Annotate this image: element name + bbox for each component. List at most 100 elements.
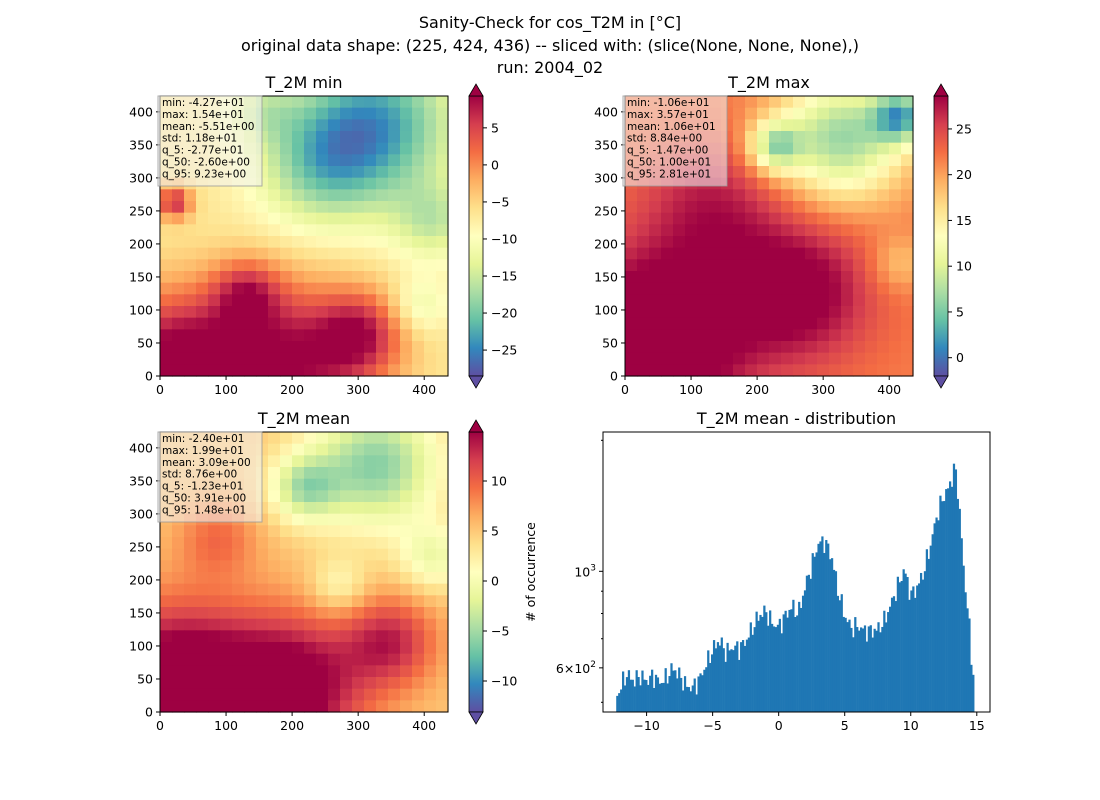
heatmap-cell — [889, 236, 902, 249]
heatmap-cell — [709, 259, 722, 272]
heatmap-cell — [172, 537, 185, 550]
heatmap-cell — [424, 560, 437, 573]
heatmap-cell — [697, 352, 710, 365]
heatmap-cell — [436, 630, 449, 643]
histogram-bars — [616, 463, 975, 712]
heatmap-cell — [256, 595, 269, 608]
heatmap-cell — [280, 329, 293, 342]
heatmap-cell — [805, 177, 818, 190]
heatmap-cell — [256, 583, 269, 596]
heatmap-cell — [232, 665, 245, 678]
heatmap-cell — [352, 294, 365, 307]
heatmap-cell — [817, 201, 830, 214]
heatmap-cell — [769, 317, 782, 330]
heatmap-cell — [733, 154, 746, 167]
heatmap-cell — [328, 224, 341, 237]
y-tick-label: 300 — [594, 170, 618, 185]
heatmap-cell — [400, 352, 413, 365]
heatmap-cell — [781, 96, 794, 109]
heatmap-cell — [160, 352, 173, 365]
histogram-bar — [740, 642, 743, 712]
heatmap-cell — [316, 432, 329, 445]
heatmap-cell — [256, 677, 269, 690]
heatmap-cell — [304, 236, 317, 249]
heatmap-cell — [280, 352, 293, 365]
heatmap-cell — [364, 688, 377, 701]
heatmap-cell — [424, 677, 437, 690]
heatmap-cell — [829, 352, 842, 365]
heatmap-cell — [304, 119, 317, 132]
histogram-bar — [887, 612, 890, 712]
histogram-bar — [956, 498, 959, 712]
heatmap-cell — [745, 247, 758, 260]
heatmap-cell — [208, 642, 221, 655]
heatmap-cell — [436, 201, 449, 214]
heatmap-cell — [304, 177, 317, 190]
heatmap-cell — [769, 236, 782, 249]
heatmap-cell — [316, 572, 329, 585]
heatmap-cell — [316, 513, 329, 526]
histogram-bar — [848, 619, 851, 712]
heatmap-cell — [364, 352, 377, 365]
heatmap-cell — [436, 154, 449, 167]
heatmap-cell — [424, 294, 437, 307]
heatmap-cell — [400, 154, 413, 167]
heatmap-cell — [853, 201, 866, 214]
heatmap-cell — [673, 271, 686, 284]
heatmap-cell — [841, 154, 854, 167]
x-tick-label: −5 — [703, 718, 721, 733]
colorbar-extend-min — [468, 375, 484, 389]
heatmap-cell — [292, 490, 305, 503]
heatmap-cell — [388, 212, 401, 225]
heatmap-cell — [889, 364, 902, 377]
heatmap-cell — [340, 294, 353, 307]
heatmap-cell — [232, 572, 245, 585]
heatmap-cell — [244, 294, 257, 307]
heatmap-cell — [172, 607, 185, 620]
heatmap-cell — [733, 329, 746, 342]
heatmap-cell — [268, 618, 281, 631]
heatmap-cell — [268, 189, 281, 202]
heatmap-cell — [364, 247, 377, 260]
heatmap-cell — [160, 317, 173, 330]
histogram-bar — [894, 601, 898, 712]
heatmap-cell — [769, 224, 782, 237]
heatmap-cell — [649, 201, 662, 214]
heatmap-cell — [160, 189, 173, 202]
histogram-bar — [811, 553, 814, 712]
heatmap-cell — [220, 688, 233, 701]
heatmap-cell — [400, 142, 413, 155]
heatmap-cell — [364, 107, 377, 120]
heatmap-cell — [376, 142, 389, 155]
histogram-bar — [759, 614, 762, 712]
heatmap-cell — [637, 236, 650, 249]
heatmap-cell — [877, 271, 890, 284]
heatmap-cell — [304, 317, 317, 330]
heatmap-cell — [340, 142, 353, 155]
heatmap-cell — [685, 352, 698, 365]
heatmap-cell — [280, 688, 293, 701]
heatmap-cell — [184, 572, 197, 585]
heatmap-cell — [424, 665, 437, 678]
histogram-bar — [829, 559, 832, 712]
heatmap-cell — [364, 665, 377, 678]
heatmap-cell — [328, 96, 341, 109]
heatmap-cell — [292, 443, 305, 456]
figure-title-line-1: Sanity-Check for cos_T2M in [°C] — [419, 13, 681, 33]
heatmap-cell — [436, 490, 449, 503]
heatmap-cell — [376, 642, 389, 655]
heatmap-cell — [352, 595, 365, 608]
heatmap-cell — [805, 154, 818, 167]
heatmap-cell — [184, 247, 197, 260]
heatmap-cell — [793, 177, 806, 190]
heatmap-cell — [865, 131, 878, 144]
heatmap-cell — [328, 341, 341, 354]
heatmap-cell — [661, 247, 674, 260]
heatmap-cell — [709, 306, 722, 319]
colorbar-tick-label: 10 — [491, 474, 507, 489]
heatmap-cell — [817, 236, 830, 249]
heatmap-cell — [817, 364, 830, 377]
heatmap-cell — [292, 317, 305, 330]
heatmap-cell — [388, 455, 401, 468]
heatmap-cell — [661, 224, 674, 237]
